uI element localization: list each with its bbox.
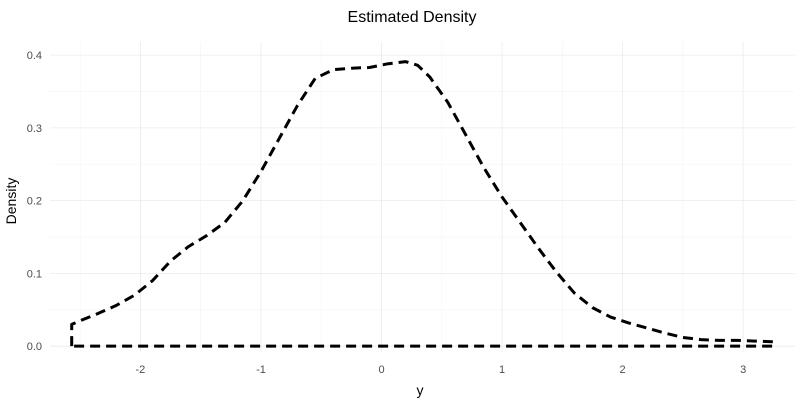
x-tick-label: 1 [499, 364, 505, 376]
density-series-line [70, 60, 775, 348]
y-tick-label: 0.4 [27, 50, 42, 62]
grid [50, 42, 795, 352]
x-tick-label: 0 [378, 364, 384, 376]
x-tick-label: -1 [256, 364, 266, 376]
y-axis-title: Density [3, 178, 19, 225]
chart-title: Estimated Density [348, 9, 477, 26]
y-tick-label: 0.0 [27, 341, 42, 353]
x-tick-label: 3 [740, 364, 746, 376]
x-axis-title: y [417, 382, 424, 398]
y-tick-label: 0.2 [27, 196, 42, 208]
y-axis-ticks: 0.0 0.1 0.2 0.3 0.4 [27, 50, 42, 353]
x-tick-label: 2 [620, 364, 626, 376]
y-tick-label: 0.3 [27, 123, 42, 135]
x-axis-ticks: -2 -1 0 1 2 3 [136, 364, 747, 376]
y-tick-label: 0.1 [27, 268, 42, 280]
plot-area [70, 60, 775, 348]
x-tick-label: -2 [136, 364, 146, 376]
